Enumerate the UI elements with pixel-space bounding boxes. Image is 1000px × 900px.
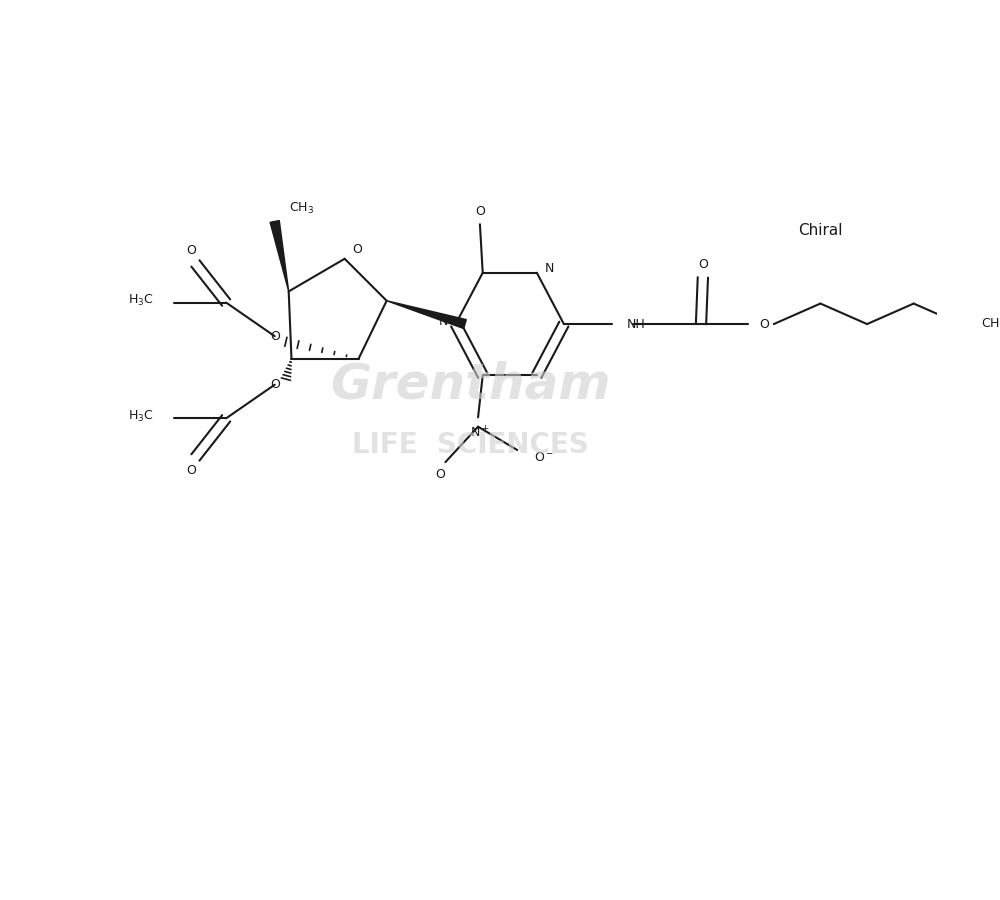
Text: O: O (698, 258, 708, 271)
Text: O$^-$: O$^-$ (534, 451, 554, 464)
Text: O: O (270, 378, 280, 392)
Polygon shape (270, 220, 289, 292)
Text: H$_3$C: H$_3$C (128, 409, 153, 424)
Text: Chiral: Chiral (798, 223, 843, 238)
Text: O: O (187, 464, 197, 477)
Text: N: N (439, 315, 448, 328)
Polygon shape (387, 301, 466, 328)
Text: LIFE  SCIENCES: LIFE SCIENCES (352, 431, 589, 459)
Text: O: O (270, 329, 280, 343)
Text: CH$_3$: CH$_3$ (289, 201, 314, 216)
Text: H$_3$C: H$_3$C (128, 293, 153, 309)
Text: NH: NH (626, 318, 645, 330)
Text: N$^+$: N$^+$ (470, 426, 490, 441)
Text: Grentham: Grentham (330, 361, 611, 409)
Text: O: O (435, 468, 445, 481)
Text: O: O (187, 244, 197, 256)
Text: N: N (544, 262, 554, 274)
Text: O: O (352, 243, 362, 256)
Text: O: O (759, 318, 769, 330)
Text: CH$_3$: CH$_3$ (981, 317, 1000, 331)
Text: O: O (475, 204, 485, 218)
